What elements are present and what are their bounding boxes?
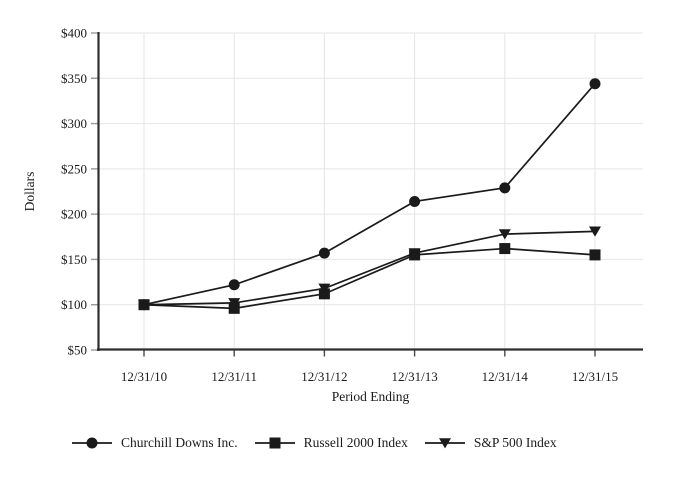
svg-text:$100: $100 [61, 297, 87, 312]
chart-legend: Churchill Downs Inc. Russell 2000 Index … [72, 434, 557, 452]
svg-text:12/31/13: 12/31/13 [391, 369, 437, 384]
svg-text:12/31/11: 12/31/11 [211, 369, 257, 384]
line-plot-canvas: $50 $100 $150 $200 $250 $300 $350 $400 12/31/10 1… [22, 26, 643, 404]
circle-marker-icon [72, 435, 112, 451]
svg-text:$350: $350 [61, 71, 87, 86]
svg-text:$400: $400 [61, 26, 87, 41]
svg-text:$50: $50 [68, 343, 88, 358]
legend-label-churchill-downs: Churchill Downs Inc. [121, 435, 238, 450]
svg-text:$200: $200 [61, 207, 87, 222]
legend-item-sp-500: S&P 500 Index [424, 435, 557, 451]
legend-item-russell-2000: Russell 2000 Index [254, 435, 408, 451]
svg-text:12/31/15: 12/31/15 [572, 369, 618, 384]
svg-text:12/31/14: 12/31/14 [482, 369, 529, 384]
square-marker-icon [254, 435, 295, 451]
svg-text:$250: $250 [61, 161, 87, 176]
legend-label-sp-500: S&P 500 Index [473, 435, 557, 450]
svg-text:12/31/12: 12/31/12 [301, 369, 347, 384]
svg-text:$150: $150 [61, 252, 87, 267]
svg-text:Period Ending: Period Ending [332, 389, 410, 404]
svg-text:12/31/10: 12/31/10 [121, 369, 167, 384]
legend-label-russell-2000: Russell 2000 Index [303, 435, 408, 450]
triangle-marker-icon [424, 435, 465, 451]
svg-text:Dollars: Dollars [22, 172, 37, 212]
svg-text:$300: $300 [61, 116, 87, 131]
legend-item-churchill-downs: Churchill Downs Inc. [72, 435, 238, 451]
